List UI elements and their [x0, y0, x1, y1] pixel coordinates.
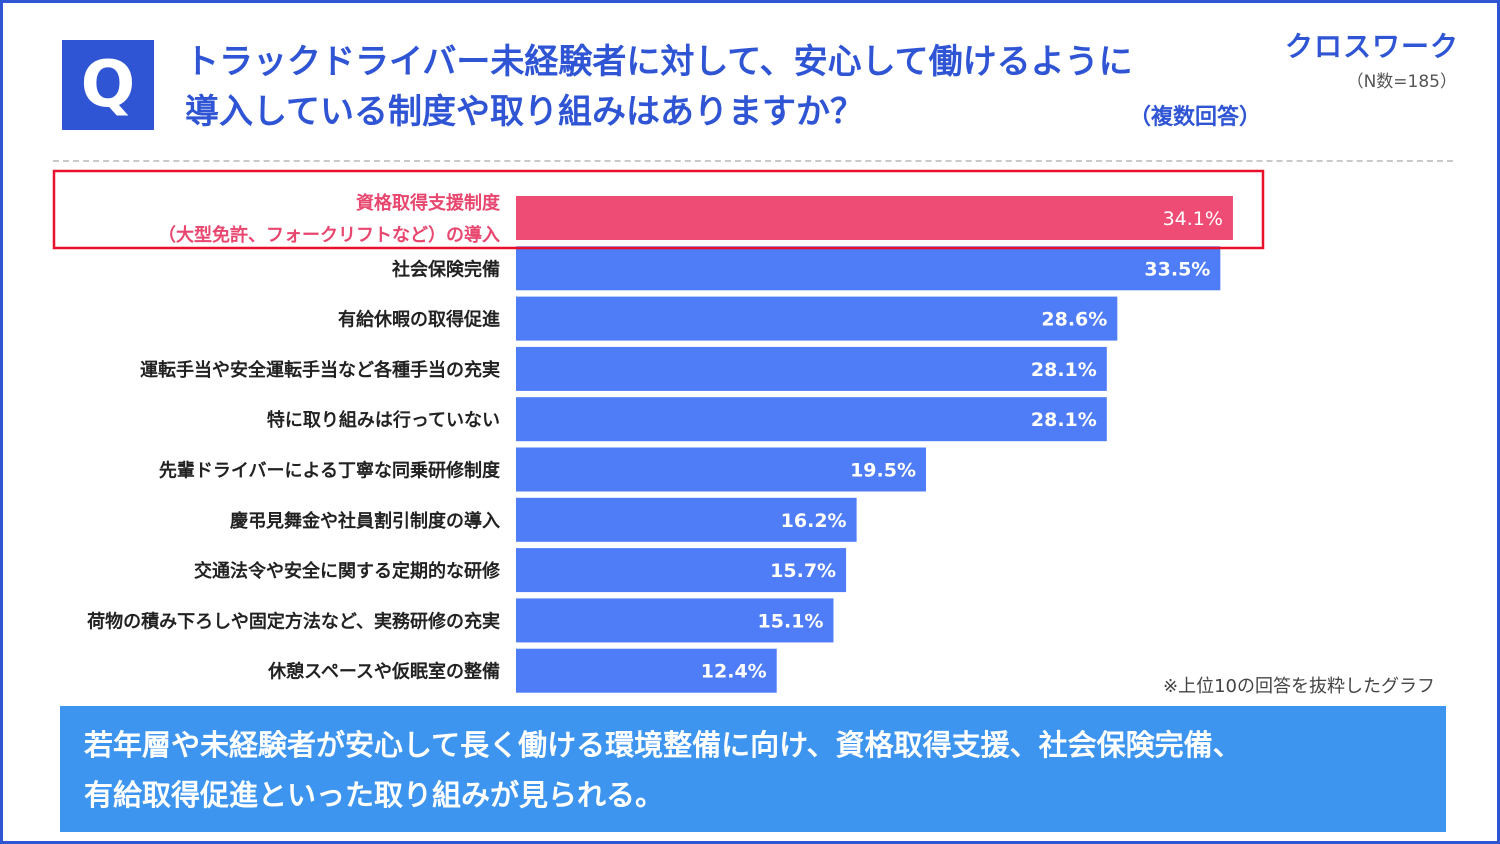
category-label-9: 荷物の積み下ろしや固定方法など、実務研修の充実 — [87, 610, 500, 632]
category-label-3: 有給休暇の取得促進 — [338, 309, 500, 331]
value-label-8: 15.7% — [770, 560, 836, 582]
value-label-10: 12.4% — [701, 661, 767, 683]
dashed-divider — [53, 160, 1453, 162]
bar-chart: 34.1% 資格取得支援制度 （大型免許、フォークリフトなど）の導入 33.5% 社会保… — [52, 169, 1265, 693]
summary-line-1: 若年層や未経験者が安心して長く働ける環境整備に向け、資格取得支援、社会保険完備、 — [84, 728, 1242, 762]
category-label-10: 休憩スペースや仮眠室の整備 — [267, 661, 500, 683]
highlight-frame — [52, 169, 1265, 250]
multiple-answer-note: （複数回答） — [1129, 105, 1262, 130]
question-title: トラックドライバー未経験者に対して、安心して働けるように 導入している制度や取り… — [185, 37, 1133, 137]
summary-line-2: 有給取得促進といった取り組みが見られる。 — [84, 778, 665, 812]
bar-5 — [516, 397, 1107, 442]
bar-3 — [516, 296, 1118, 341]
bar-7 — [516, 497, 857, 542]
category-label-7: 慶弔見舞金や社員割引制度の導入 — [230, 510, 500, 532]
bar-9 — [516, 598, 834, 643]
category-label-6: 先輩ドライバーによる丁寧な同乗研修制度 — [159, 460, 501, 482]
bar-8 — [516, 548, 847, 593]
value-label-6: 19.5% — [850, 460, 916, 482]
bar-2 — [516, 246, 1221, 291]
value-label-1: 34.1% — [1163, 208, 1223, 230]
brand-logo: クロスワーク — [1284, 30, 1459, 63]
category-label-8: 交通法令や安全に関する定期的な研修 — [194, 560, 501, 582]
question-badge: Q — [62, 40, 154, 130]
summary-box: 若年層や未経験者が安心して長く働ける環境整備に向け、資格取得支援、社会保険完備、… — [60, 706, 1446, 832]
bar-6 — [516, 447, 926, 492]
value-label-2: 33.5% — [1144, 258, 1210, 280]
category-label-1-line-1: 資格取得支援制度 — [356, 192, 501, 214]
value-label-3: 28.6% — [1041, 309, 1107, 331]
footnote: ※上位10の回答を抜粋したグラフ — [1163, 676, 1435, 697]
category-label-1-line-2: （大型免許、フォークリフトなど）の導入 — [158, 224, 500, 246]
sample-size: （N数=185） — [1346, 72, 1457, 92]
category-label-2: 社会保険完備 — [392, 258, 500, 280]
value-label-9: 15.1% — [758, 610, 824, 632]
value-label-5: 28.1% — [1031, 409, 1097, 431]
value-label-4: 28.1% — [1031, 359, 1097, 381]
bar-10 — [516, 648, 777, 693]
value-label-7: 16.2% — [781, 510, 847, 532]
category-label-5: 特に取り組みは行っていない — [267, 409, 500, 431]
bar-4 — [516, 346, 1107, 391]
bar-1 — [516, 196, 1233, 240]
question-title-line-2: 導入している制度や取り組みはありますか？ — [185, 92, 864, 132]
category-label-4: 運転手当や安全運転手当など各種手当の充実 — [140, 359, 500, 381]
question-title-line-1: トラックドライバー未経験者に対して、安心して働けるように — [185, 42, 1133, 82]
